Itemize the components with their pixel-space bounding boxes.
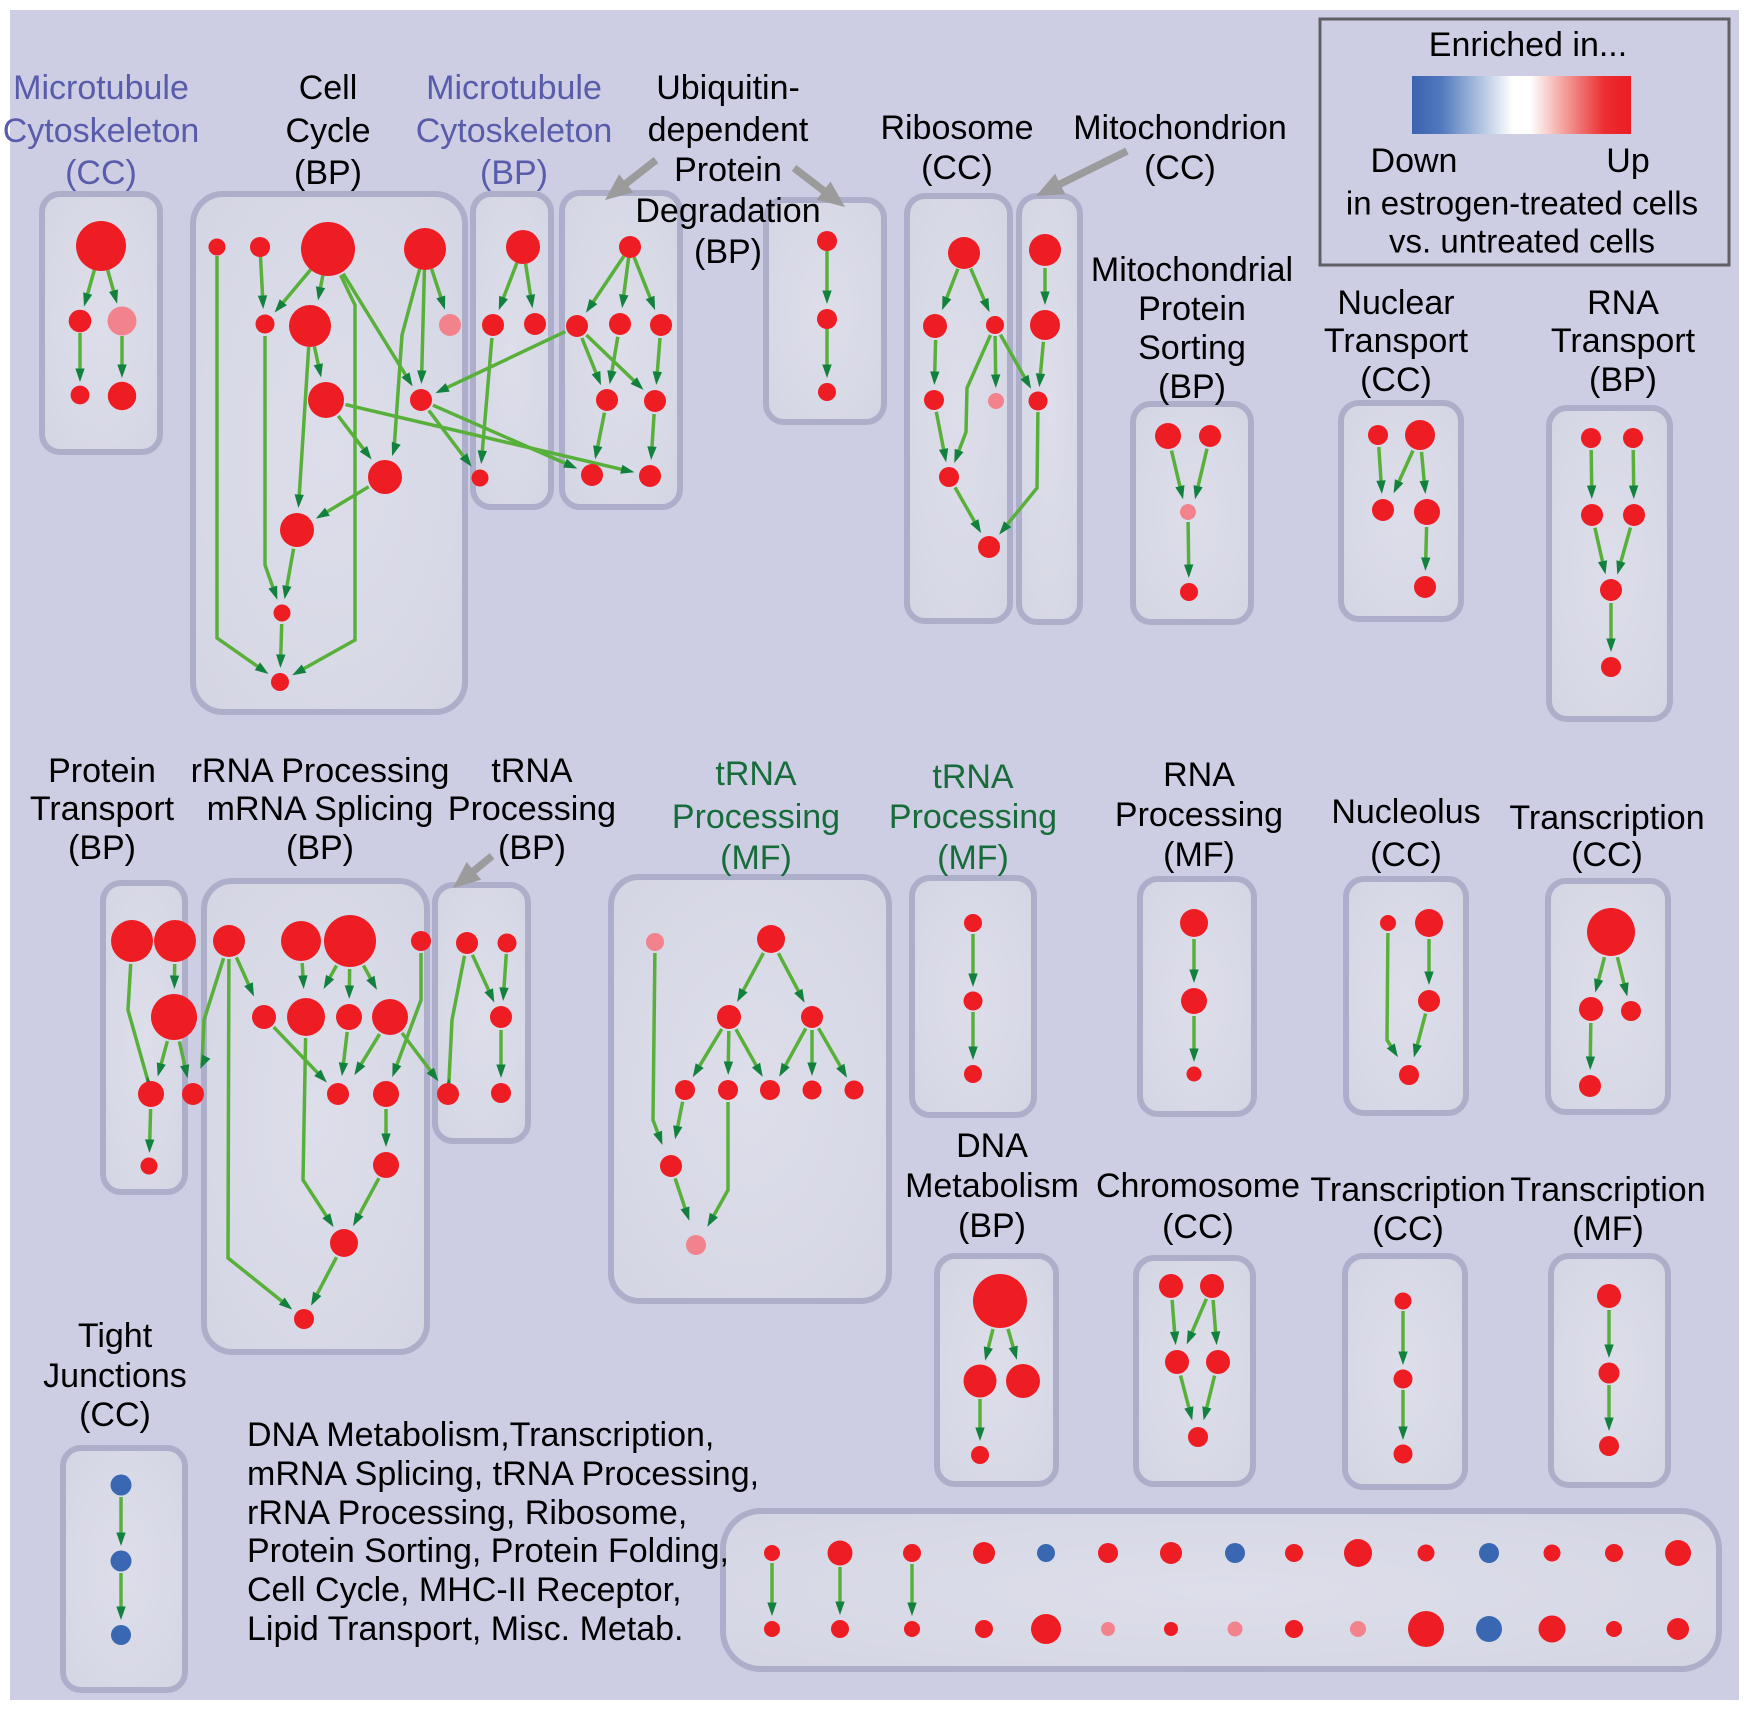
svg-text:Protein: Protein [48, 752, 156, 790]
svg-text:(CC): (CC) [1162, 1208, 1234, 1246]
svg-text:Degradation: Degradation [635, 192, 820, 230]
svg-text:(CC): (CC) [79, 1396, 151, 1434]
svg-text:rRNA Processing: rRNA Processing [191, 752, 450, 790]
svg-text:Junctions: Junctions [43, 1357, 187, 1395]
svg-text:(BP): (BP) [694, 233, 762, 271]
svg-text:(CC): (CC) [65, 154, 137, 192]
svg-text:Ribosome: Ribosome [880, 109, 1033, 147]
svg-text:(CC): (CC) [921, 149, 993, 187]
svg-text:(MF): (MF) [1163, 836, 1235, 874]
svg-text:Mitochondrion: Mitochondrion [1073, 109, 1287, 147]
svg-text:rRNA Processing, Ribosome,: rRNA Processing, Ribosome, [247, 1494, 687, 1532]
svg-text:(BP): (BP) [1158, 368, 1226, 406]
svg-text:(CC): (CC) [1571, 836, 1643, 874]
svg-text:Protein: Protein [674, 151, 782, 189]
svg-text:Transport: Transport [1551, 322, 1696, 360]
svg-text:Nuclear: Nuclear [1337, 284, 1454, 322]
svg-text:Microtubule: Microtubule [13, 69, 189, 107]
svg-text:Tight: Tight [78, 1317, 153, 1355]
svg-text:Processing: Processing [672, 798, 840, 836]
svg-text:Processing: Processing [889, 798, 1057, 836]
svg-text:Cytoskeleton: Cytoskeleton [416, 112, 613, 150]
svg-text:Transport: Transport [1324, 322, 1469, 360]
svg-text:Cell: Cell [299, 69, 358, 107]
svg-text:(CC): (CC) [1360, 361, 1432, 399]
svg-text:Up: Up [1606, 142, 1649, 180]
svg-text:(BP): (BP) [498, 829, 566, 867]
svg-text:(BP): (BP) [1589, 361, 1657, 399]
svg-text:Cell Cycle, MHC-II Receptor,: Cell Cycle, MHC-II Receptor, [247, 1571, 682, 1609]
svg-text:RNA: RNA [1587, 284, 1659, 322]
svg-text:(BP): (BP) [958, 1207, 1026, 1245]
svg-text:(BP): (BP) [294, 154, 362, 192]
svg-text:vs. untreated cells: vs. untreated cells [1389, 223, 1655, 260]
svg-text:(CC): (CC) [1144, 149, 1216, 187]
svg-text:(MF): (MF) [720, 839, 792, 877]
svg-text:Microtubule: Microtubule [426, 69, 602, 107]
svg-text:Nucleolus: Nucleolus [1331, 793, 1480, 831]
svg-text:DNA: DNA [956, 1127, 1028, 1165]
svg-text:Transcription: Transcription [1509, 799, 1704, 837]
svg-text:tRNA: tRNA [491, 752, 573, 790]
svg-text:(CC): (CC) [1372, 1210, 1444, 1248]
svg-text:(MF): (MF) [937, 839, 1009, 877]
svg-text:Sorting: Sorting [1138, 329, 1246, 367]
svg-text:Ubiquitin-: Ubiquitin- [656, 69, 800, 107]
svg-text:DNA Metabolism,Transcription,: DNA Metabolism,Transcription, [247, 1416, 714, 1454]
svg-text:Cytoskeleton: Cytoskeleton [3, 112, 200, 150]
svg-text:RNA: RNA [1163, 756, 1235, 794]
svg-text:mRNA Splicing, tRNA Processing: mRNA Splicing, tRNA Processing, [247, 1455, 759, 1493]
svg-text:Lipid Transport, Misc. Metab.: Lipid Transport, Misc. Metab. [247, 1610, 684, 1648]
svg-text:Transport: Transport [30, 790, 175, 828]
svg-text:Processing: Processing [448, 790, 616, 828]
svg-text:Chromosome: Chromosome [1096, 1167, 1300, 1205]
svg-text:Down: Down [1371, 142, 1458, 180]
svg-text:in estrogen-treated cells: in estrogen-treated cells [1346, 185, 1698, 222]
svg-text:Enriched in...: Enriched in... [1429, 26, 1627, 64]
svg-text:dependent: dependent [648, 111, 809, 149]
svg-text:mRNA Splicing: mRNA Splicing [207, 790, 434, 828]
svg-text:Transcription: Transcription [1310, 1171, 1505, 1209]
svg-text:(CC): (CC) [1370, 836, 1442, 874]
svg-text:Mitochondrial: Mitochondrial [1091, 251, 1293, 289]
svg-text:Transcription: Transcription [1510, 1171, 1705, 1209]
svg-text:Protein Sorting, Protein Foldi: Protein Sorting, Protein Folding, [247, 1532, 729, 1570]
svg-text:(BP): (BP) [68, 829, 136, 867]
svg-text:Metabolism: Metabolism [905, 1167, 1079, 1205]
svg-text:tRNA: tRNA [932, 758, 1014, 796]
svg-text:tRNA: tRNA [715, 755, 797, 793]
svg-text:(BP): (BP) [286, 829, 354, 867]
svg-text:Cycle: Cycle [285, 112, 370, 150]
svg-text:Processing: Processing [1115, 796, 1283, 834]
svg-text:(BP): (BP) [480, 154, 548, 192]
svg-text:(MF): (MF) [1572, 1210, 1644, 1248]
svg-text:Protein: Protein [1138, 290, 1246, 328]
